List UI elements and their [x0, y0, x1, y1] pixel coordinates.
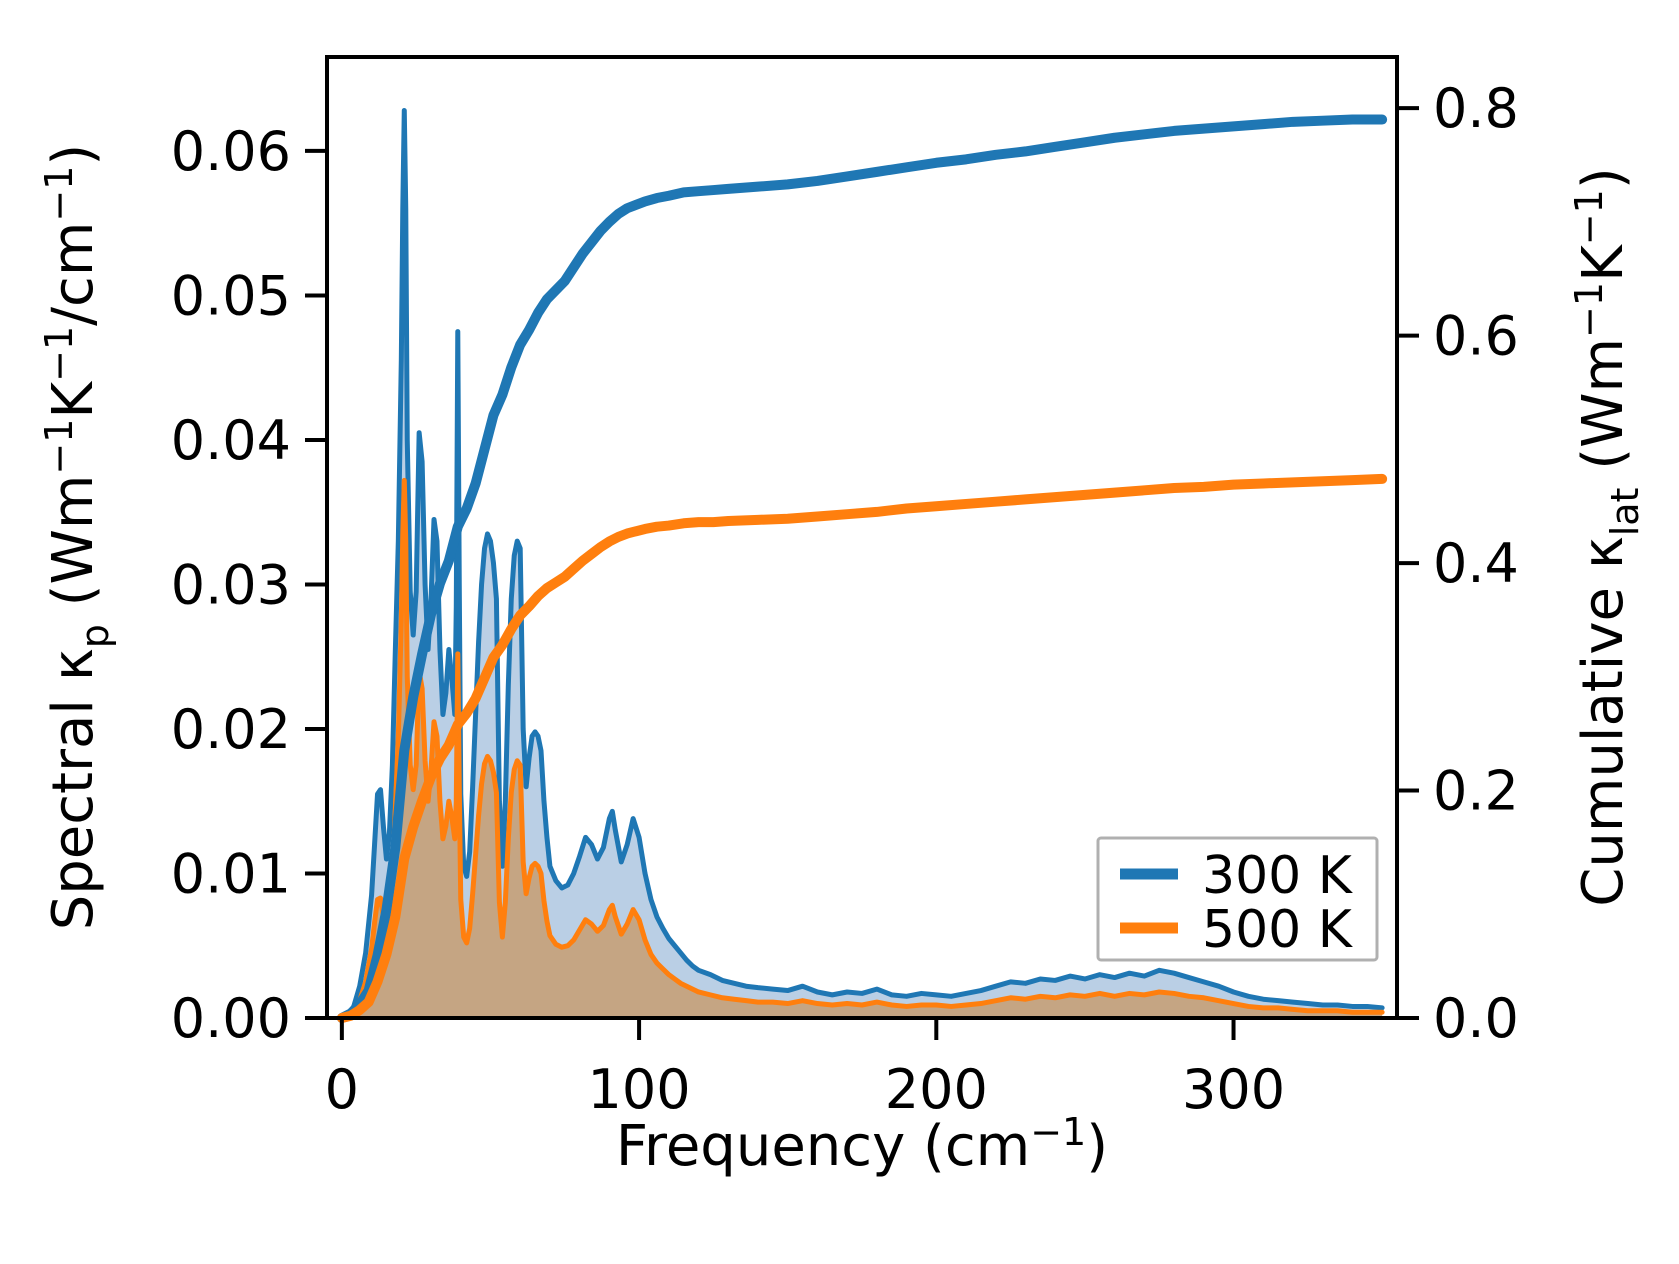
y-left-tick-label: 0.06: [171, 120, 291, 183]
y-axis-left-ticks: 0.00 0.01 0.02 0.03 0.04 0.05 0.06: [171, 120, 327, 1050]
x-axis-label: Frequency (cm−1): [616, 1110, 1108, 1179]
x-tick-label: 0: [325, 1058, 359, 1121]
cumulative-line-500k: [336, 473, 1388, 1023]
cumulative-line-group: [336, 114, 1388, 1023]
spectral-area-500k: [341, 480, 1383, 1018]
y-right-tick-label: 0.6: [1433, 305, 1519, 368]
y-left-tick-label: 0.00: [171, 987, 291, 1050]
spectral-outline-300k: [339, 107, 1385, 1021]
y-left-tick-label: 0.02: [171, 698, 291, 761]
y-axis-right-label: Cumulative κlat (Wm−1K−1): [1567, 167, 1647, 906]
legend-label-300-k[interactable]: 300 K: [1202, 846, 1354, 906]
x-axis-ticks: 0 100 200 300: [325, 1018, 1285, 1121]
y-left-tick-label: 0.01: [171, 842, 291, 905]
y-left-tick-label: 0.04: [171, 409, 291, 472]
x-tick-label: 300: [1182, 1058, 1285, 1121]
y-axis-left-label: Spectral κp (Wm−1K−1/cm−1): [37, 144, 117, 931]
y-axis-right-ticks: 0.0 0.2 0.4 0.6 0.8: [1397, 77, 1519, 1050]
y-right-tick-label: 0.0: [1433, 987, 1519, 1050]
cumulative-line-300k: [336, 114, 1388, 1023]
y-left-tick-label: 0.03: [171, 553, 291, 616]
y-left-tick-label: 0.05: [171, 264, 291, 327]
legend-label-500-k[interactable]: 500 K: [1202, 900, 1354, 960]
y-right-tick-label: 0.2: [1433, 760, 1519, 823]
plot-frame: [325, 55, 1399, 1020]
y-right-tick-label: 0.4: [1433, 532, 1519, 595]
x-tick-label: 100: [588, 1058, 691, 1121]
y-right-tick-label: 0.8: [1433, 77, 1519, 140]
x-tick-label: 200: [885, 1058, 988, 1121]
